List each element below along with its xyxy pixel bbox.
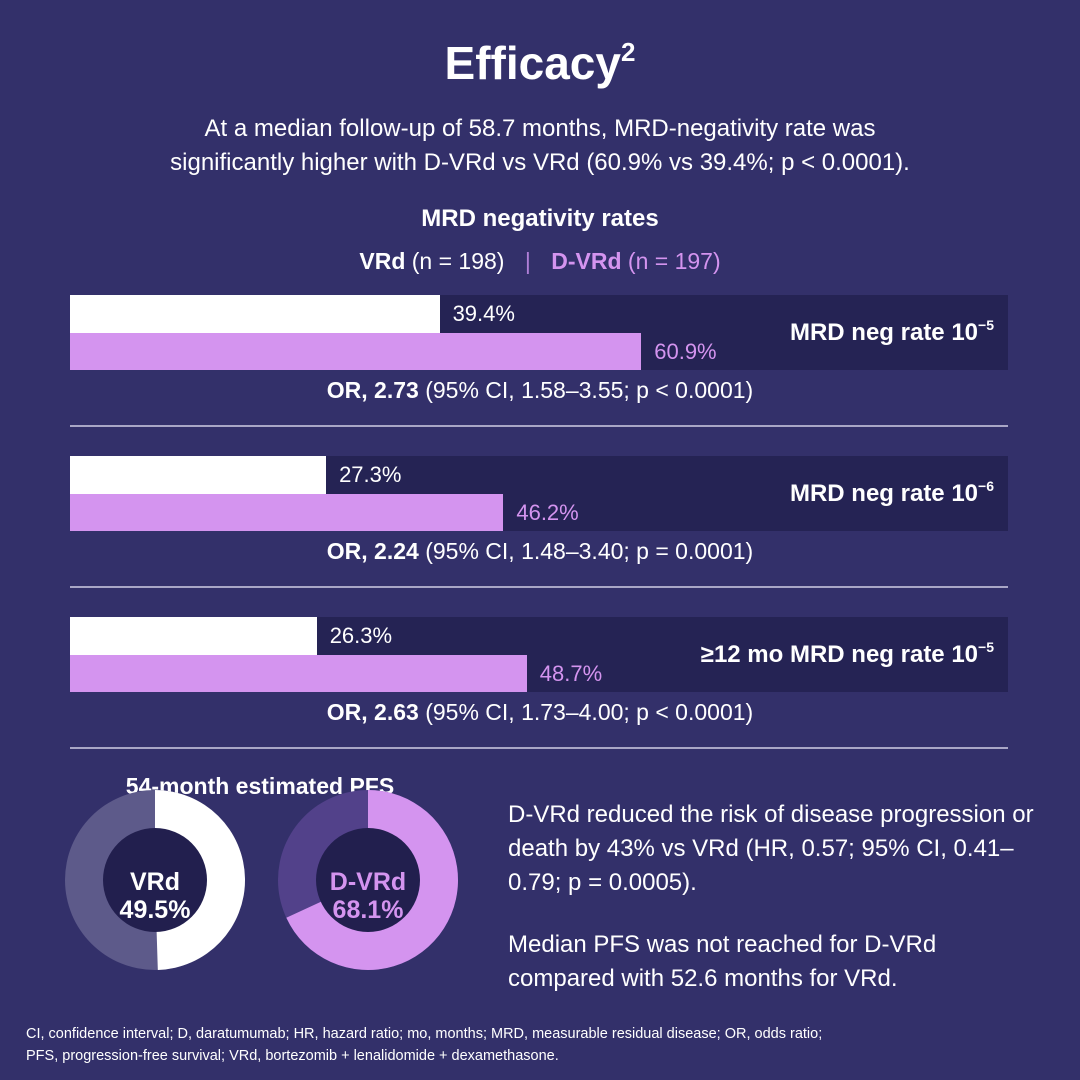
odds-ratio-ci: (95% CI, 1.73–4.00; p < 0.0001) <box>418 699 754 725</box>
legend-separator: | <box>524 248 531 274</box>
reference-sup: 2 <box>620 37 636 67</box>
value-label-dvrd: 46.2% <box>516 500 579 525</box>
legend-vrd: VRd <box>359 248 406 274</box>
footnote-line: CI, confidence interval; D, daratumumab;… <box>26 1026 823 1042</box>
pfs-risk-text: D-VRd reduced the risk of disease progre… <box>508 801 1034 896</box>
bar-panel: 27.3% 46.2% MRD neg rate 10−6 <box>70 456 1008 531</box>
group-label-exponent: −6 <box>978 478 994 494</box>
value-label-vrd: 39.4% <box>452 301 515 326</box>
legend-dvrd-n: (n = 197) <box>627 248 721 274</box>
group-label-text: MRD neg rate 10 <box>789 319 979 346</box>
bar-vrd <box>70 456 327 494</box>
odds-ratio-ci: (95% CI, 1.58–3.55; p < 0.0001) <box>418 377 754 403</box>
value-label-dvrd: 60.9% <box>654 339 717 364</box>
group-label-exponent: −5 <box>978 639 994 655</box>
group-label-text: ≥12 mo MRD neg rate 10 <box>700 641 979 668</box>
bar-dvrd <box>70 332 642 370</box>
subtitle: At a median follow-up of 58.7 months, MR… <box>0 112 1080 180</box>
bar-vrd <box>70 617 317 655</box>
group-label-exponent: −5 <box>978 317 994 333</box>
odds-ratio: OR, 2.73 (95% CI, 1.58–3.55; p < 0.0001) <box>0 377 1080 404</box>
subtitle-line: significantly higher with D-VRd vs VRd (… <box>170 149 910 176</box>
donut-label-vrd: VRd 49.5% <box>100 868 210 924</box>
donut-center <box>316 828 420 932</box>
donut-value: 49.5% <box>119 896 191 924</box>
footnote: CI, confidence interval; D, daratumumab;… <box>26 1023 1066 1067</box>
legend-vrd-n: (n = 198) <box>411 248 505 274</box>
bar-panel: 26.3% 48.7% ≥12 mo MRD neg rate 10−5 <box>70 617 1008 692</box>
page-title: Efficacy2 <box>0 36 1080 90</box>
odds-ratio-value: OR, 2.24 <box>326 538 419 564</box>
group-label: ≥12 mo MRD neg rate 10−5 <box>701 639 994 669</box>
footnote-line: PFS, progression-free survival; VRd, bor… <box>26 1048 559 1064</box>
odds-ratio-ci: (95% CI, 1.48–3.40; p = 0.0001) <box>418 538 754 564</box>
divider <box>70 747 1008 749</box>
legend-dvrd: D-VRd <box>551 248 622 274</box>
legend: VRd (n = 198) | D-VRd (n = 197) <box>0 248 1080 275</box>
pfs-median-text: Median PFS was not reached for D-VRd com… <box>508 931 937 992</box>
odds-ratio-value: OR, 2.63 <box>326 699 419 725</box>
odds-ratio: OR, 2.63 (95% CI, 1.73–4.00; p < 0.0001) <box>0 699 1080 726</box>
divider <box>70 425 1008 427</box>
donut-name: VRd <box>130 868 180 896</box>
group-label: MRD neg rate 10−6 <box>790 478 994 508</box>
odds-ratio: OR, 2.24 (95% CI, 1.48–3.40; p = 0.0001) <box>0 538 1080 565</box>
bar-dvrd <box>70 493 504 531</box>
pfs-donuts <box>65 790 459 970</box>
odds-ratio-value: OR, 2.73 <box>326 377 419 403</box>
bar-dvrd <box>70 654 527 692</box>
donut-value: 68.1% <box>332 896 404 924</box>
divider <box>70 586 1008 588</box>
subtitle-line: At a median follow-up of 58.7 months, MR… <box>204 115 876 142</box>
title-text: Efficacy <box>444 37 621 89</box>
donut-center <box>103 828 207 932</box>
donut-name: D-VRd <box>329 868 407 896</box>
value-label-vrd: 26.3% <box>329 623 393 648</box>
group-label-text: MRD neg rate 10 <box>789 480 979 507</box>
group-label: MRD neg rate 10−5 <box>790 317 994 347</box>
donut-label-dvrd: D-VRd 68.1% <box>313 868 423 924</box>
chart-title: MRD negativity rates <box>421 205 659 232</box>
value-label-vrd: 27.3% <box>339 462 402 487</box>
bar-panel: 39.4% 60.9% MRD neg rate 10−5 <box>70 295 1008 370</box>
value-label-dvrd: 48.7% <box>539 661 603 686</box>
bar-vrd <box>70 295 440 333</box>
